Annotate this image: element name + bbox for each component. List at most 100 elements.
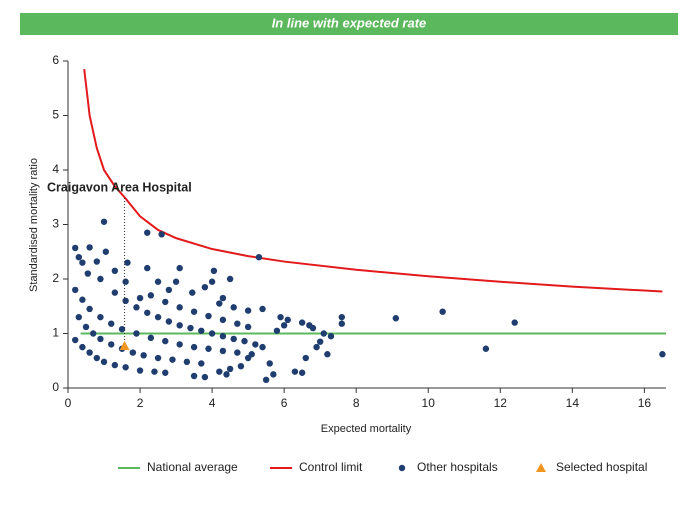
point [154, 354, 162, 362]
legend-label: Selected hospital [556, 460, 647, 474]
point [176, 264, 183, 272]
point [75, 313, 83, 321]
point [244, 307, 252, 314]
point [151, 368, 158, 375]
point [82, 323, 90, 331]
point [129, 349, 137, 356]
point [147, 292, 155, 299]
point [86, 349, 93, 356]
point [219, 347, 227, 355]
point [216, 368, 223, 375]
x-tick-label: 16 [638, 396, 652, 410]
point [100, 218, 108, 225]
point [133, 304, 140, 311]
point [277, 313, 284, 321]
point [176, 304, 183, 311]
point [208, 278, 216, 285]
series-line [83, 69, 663, 293]
point [439, 308, 446, 315]
legend-swatch [536, 463, 546, 472]
x-tick-label: 10 [422, 396, 436, 410]
point [216, 300, 223, 307]
point [244, 354, 252, 362]
point [176, 322, 183, 329]
point [252, 341, 259, 348]
point [162, 369, 169, 376]
point [111, 361, 119, 369]
x-tick-label: 2 [137, 396, 144, 410]
point [223, 371, 230, 378]
point [122, 297, 129, 304]
point [79, 259, 86, 266]
point [309, 324, 317, 332]
point [154, 313, 162, 321]
point [111, 289, 119, 296]
point [72, 336, 79, 344]
point [219, 333, 227, 340]
point [86, 305, 93, 313]
point [511, 319, 518, 326]
x-tick-label: 6 [281, 396, 288, 410]
point [158, 231, 165, 238]
point [244, 323, 252, 331]
point [154, 278, 162, 285]
point [124, 259, 131, 266]
point [320, 330, 327, 337]
point [118, 325, 126, 333]
point [302, 354, 309, 362]
legend-label: Other hospitals [417, 460, 498, 474]
point [147, 334, 155, 342]
annotation: Craigavon Area Hospital [47, 180, 192, 194]
point [97, 313, 104, 321]
point [172, 278, 180, 285]
y-axis-label: Standardised mortality ratio [28, 158, 40, 292]
point [97, 275, 104, 283]
point [266, 360, 273, 367]
point [298, 319, 306, 326]
point [165, 318, 173, 325]
point [198, 327, 205, 334]
point [72, 286, 79, 294]
point [234, 320, 241, 327]
point [316, 338, 324, 345]
legend-swatch [398, 464, 406, 472]
point [102, 248, 110, 255]
x-tick-label: 8 [353, 396, 360, 410]
point [259, 343, 266, 351]
point [169, 356, 176, 363]
point [187, 324, 194, 332]
point [93, 354, 101, 362]
legend-label: Control limit [299, 460, 363, 474]
point [219, 316, 227, 324]
point [133, 330, 140, 337]
point [659, 351, 666, 358]
point [136, 367, 144, 374]
point [79, 296, 86, 303]
point [183, 358, 191, 366]
point [201, 283, 209, 291]
point [93, 258, 101, 265]
x-tick-label: 0 [65, 396, 72, 410]
point [144, 229, 151, 236]
point [190, 308, 198, 315]
point [201, 373, 209, 381]
y-tick-label: 6 [52, 53, 59, 67]
point [75, 254, 83, 261]
point [327, 333, 335, 340]
y-tick-label: 3 [52, 217, 59, 231]
y-tick-label: 0 [52, 380, 59, 394]
y-tick-label: 1 [52, 326, 59, 340]
point [208, 330, 216, 337]
point [165, 286, 173, 294]
point [79, 343, 86, 351]
point [122, 278, 129, 285]
point [237, 363, 245, 370]
point [189, 289, 196, 296]
point [205, 312, 212, 320]
y-tick-label: 5 [52, 108, 59, 122]
banner-bar [20, 13, 678, 35]
point [72, 244, 79, 252]
point [219, 294, 227, 302]
point [190, 343, 198, 351]
